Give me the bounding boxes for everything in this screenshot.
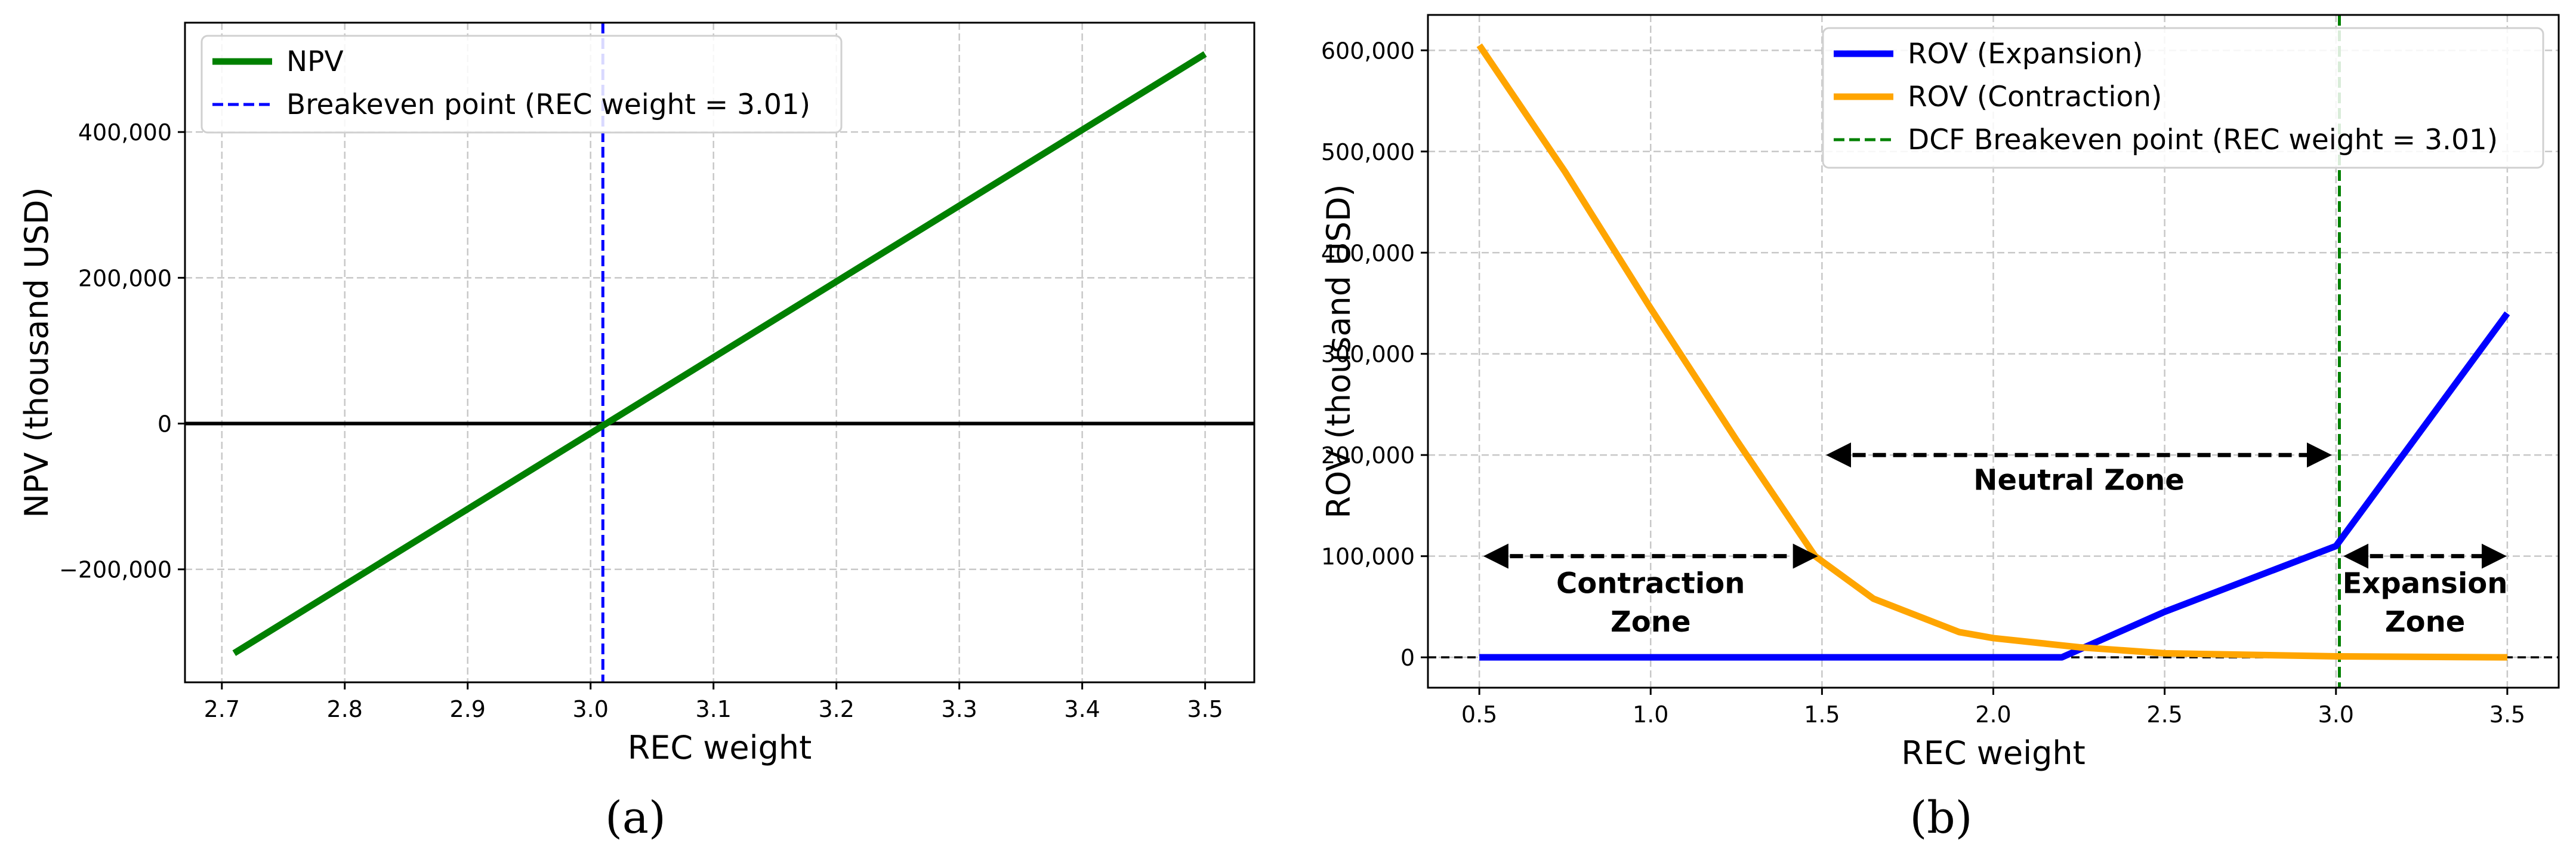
y-axis-label: NPV (thousand USD) (18, 187, 55, 518)
x-tick-label: 3.1 (695, 696, 731, 722)
x-axis-label: REC weight (1901, 734, 2086, 772)
y-tick-label: 0 (158, 411, 172, 438)
x-tick-label: 0.5 (1461, 701, 1497, 728)
panel-b-rov-chart: Contraction Zone Neutral Zone Expansion Zone… (1320, 14, 2560, 843)
zone-2: Expansion Zone (2343, 543, 2508, 639)
zone-label: Zone (2385, 605, 2466, 639)
zone-1: Neutral Zone (1826, 442, 2333, 497)
zone-0: Contraction Zone (1483, 543, 1818, 639)
x-tick-label: 3.0 (2318, 701, 2354, 728)
x-tick-label: 3.3 (941, 696, 977, 722)
y-ticks: 0 100,000 200,000 300,000 400,000 500,000 600,… (1321, 38, 1428, 671)
legend-label: DCF Breakeven point (REC weight = 3.01) (1908, 124, 2498, 156)
legend-label: ROV (Expansion) (1908, 38, 2143, 70)
legend-label: ROV (Contraction) (1908, 81, 2162, 113)
y-tick-label: 600,000 (1321, 38, 1415, 64)
y-tick-label: −200,000 (59, 557, 172, 583)
x-tick-label: 1.0 (1633, 701, 1668, 728)
y-axis-label: ROV (thousand USD) (1320, 184, 1358, 518)
panel-label: (a) (605, 792, 666, 843)
panel-label: (b) (1909, 792, 1972, 843)
series-line-0 (1479, 311, 2510, 661)
zone-label: Zone (1611, 605, 1691, 639)
y-tick-label: 100,000 (1321, 544, 1415, 570)
x-tick-label: 2.0 (1975, 701, 2011, 728)
legend-box (1822, 27, 2544, 169)
legend: NPV Breakeven point (REC weight = 3.01) (200, 35, 843, 134)
y-tick-label: 0 (1400, 645, 1415, 671)
x-tick-label: 2.9 (450, 696, 486, 722)
x-axis-label: REC weight (628, 729, 812, 766)
x-ticks: 0.5 1.0 1.5 2.0 2.5 3.0 3.5 (1461, 688, 2525, 728)
x-tick-label: 3.5 (2489, 701, 2525, 728)
x-tick-label: 3.0 (573, 696, 609, 722)
y-tick-label: 200,000 (1321, 442, 1415, 469)
panel-a-npv-chart: 2.7 2.8 2.9 3.0 3.1 3.2 3.3 3.4 3.5 −200,000 0 200,… (18, 21, 1255, 843)
axes-frame (184, 21, 1255, 684)
series-line-1 (1476, 43, 2507, 661)
y-ticks: −200,000 0 200,000 400,000 (59, 119, 185, 583)
x-tick-label: 2.7 (204, 696, 240, 722)
y-tick-label: 500,000 (1321, 139, 1415, 165)
legend-box (200, 35, 843, 134)
x-ticks: 2.7 2.8 2.9 3.0 3.1 3.2 3.3 3.4 3.5 (204, 682, 1223, 722)
x-tick-label: 2.8 (327, 696, 363, 722)
y-tick-label: 300,000 (1321, 341, 1415, 368)
x-tick-label: 2.5 (2146, 701, 2182, 728)
legend: ROV (Expansion) ROV (Contraction) DCF Brea… (1822, 27, 2544, 169)
x-tick-label: 1.5 (1804, 701, 1840, 728)
x-tick-label: 3.2 (818, 696, 854, 722)
y-tick-label: 400,000 (78, 119, 172, 146)
zone-label: Expansion (2343, 567, 2508, 600)
legend-label: Breakeven point (REC weight = 3.01) (286, 88, 810, 121)
x-tick-label: 3.4 (1064, 696, 1100, 722)
zone-label: Contraction (1556, 567, 1745, 600)
legend-label: NPV (286, 45, 344, 78)
y-tick-label: 400,000 (1321, 240, 1415, 266)
y-tick-label: 200,000 (78, 265, 172, 291)
series-line-0 (232, 51, 1207, 656)
x-tick-label: 3.5 (1187, 696, 1223, 722)
zone-label: Neutral Zone (1973, 464, 2185, 497)
